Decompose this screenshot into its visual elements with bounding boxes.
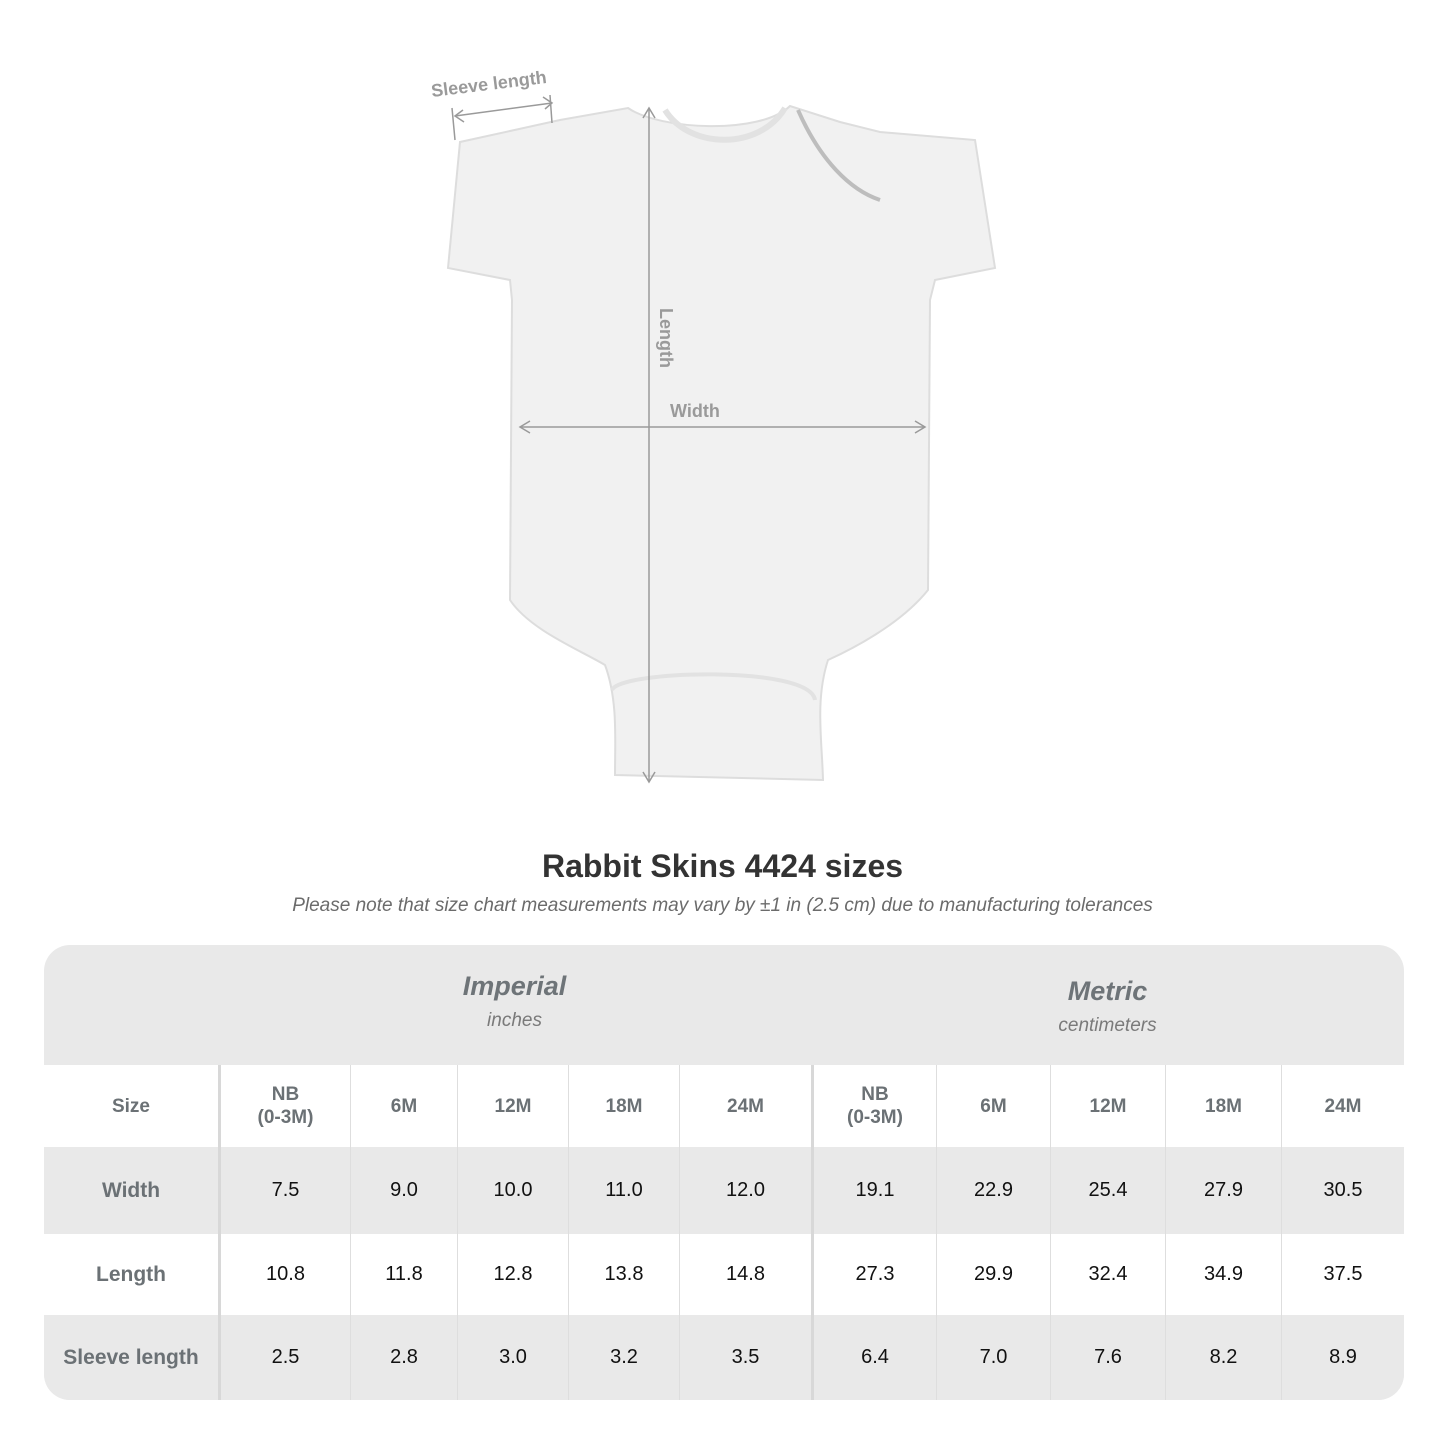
length-label: Length xyxy=(656,308,676,368)
table-cell-imperial: 13.8 xyxy=(568,1234,679,1315)
size-header-row: Size NB (0-3M) 6M 12M 18M 24M NB (0-3M) 6M 12M 18M 2… xyxy=(44,1065,1404,1147)
metric-unit: centimeters xyxy=(1058,1015,1157,1036)
size-header-metric: 6M xyxy=(936,1065,1050,1147)
size-name: 12M xyxy=(1089,1095,1127,1117)
size-header-metric: 12M xyxy=(1050,1065,1165,1147)
size-name: (0-3M) xyxy=(257,1107,314,1128)
measurement-label: Width xyxy=(101,1178,161,1202)
table-cell-metric: 19.1 xyxy=(811,1147,936,1234)
table-cell-imperial: 11.0 xyxy=(568,1147,679,1234)
table-cell-metric: 25.4 xyxy=(1050,1147,1165,1234)
size-header-imperial: 24M xyxy=(679,1065,811,1147)
size-header-imperial: 6M xyxy=(350,1065,457,1147)
bodysuit-diagram: Sleeve length Length Width xyxy=(430,67,997,784)
size-name: 6M xyxy=(390,1095,418,1117)
table-cell-metric: 27.9 xyxy=(1165,1147,1281,1234)
sleeve-length-label: Sleeve length xyxy=(430,67,548,101)
table-cell-metric: 6.4 xyxy=(811,1315,936,1400)
table-cell-metric: 29.9 xyxy=(936,1234,1050,1315)
size-name: (0-3M) xyxy=(847,1107,903,1128)
table-cell-metric: 7.6 xyxy=(1050,1315,1165,1400)
metric-title: Metric xyxy=(1067,976,1148,1006)
tolerance-note: Please note that size chart measurements… xyxy=(292,895,1153,916)
width-label: Width xyxy=(670,401,720,421)
table-cell-imperial: 3.2 xyxy=(568,1315,679,1400)
table-row: Sleeve length 2.5 2.8 3.0 3.2 3.5 6.4 7.0 7.6 8.2… xyxy=(44,1315,1404,1400)
sleeve-arrow xyxy=(454,102,553,117)
table-cell-imperial: 9.0 xyxy=(350,1147,457,1234)
size-name: 6M xyxy=(980,1095,1007,1117)
table-cell-imperial: 7.5 xyxy=(218,1147,350,1234)
size-name: 18M xyxy=(605,1095,643,1117)
imperial-header: Imperial inches xyxy=(218,945,811,1065)
size-header-metric: NB (0-3M) xyxy=(811,1065,936,1147)
table-cell-metric: 8.2 xyxy=(1165,1315,1281,1400)
size-name: NB xyxy=(861,1084,889,1105)
size-table: Imperial inches Metric centimeters Size N… xyxy=(44,945,1404,1400)
table-cell-imperial: 14.8 xyxy=(679,1234,811,1315)
measurement-label: Length xyxy=(96,1262,166,1286)
size-header-imperial: 12M xyxy=(457,1065,568,1147)
imperial-title: Imperial xyxy=(462,971,567,1001)
table-cell-imperial: 10.8 xyxy=(218,1234,350,1315)
size-header-metric: 24M xyxy=(1281,1065,1404,1147)
size-name: 24M xyxy=(727,1095,764,1117)
imperial-unit: inches xyxy=(487,1010,542,1031)
size-name: 24M xyxy=(1324,1095,1362,1117)
table-cell-imperial: 3.0 xyxy=(457,1315,568,1400)
size-name: 18M xyxy=(1205,1095,1242,1117)
table-row: Width 7.5 9.0 10.0 11.0 12.0 19.1 22.9 25.4 27.9 3… xyxy=(44,1147,1404,1234)
size-label: Size xyxy=(111,1095,151,1117)
table-cell-metric: 7.0 xyxy=(936,1315,1050,1400)
table-cell-imperial: 3.5 xyxy=(679,1315,811,1400)
chart-title: Rabbit Skins 4424 sizes xyxy=(541,848,904,884)
table-cell-imperial: 11.8 xyxy=(350,1234,457,1315)
table-cell-metric: 32.4 xyxy=(1050,1234,1165,1315)
table-cell-metric: 8.9 xyxy=(1281,1315,1404,1400)
table-cell-metric: 30.5 xyxy=(1281,1147,1404,1234)
size-header-metric: 18M xyxy=(1165,1065,1281,1147)
size-name: 12M xyxy=(494,1095,532,1117)
table-cell-imperial: 2.5 xyxy=(218,1315,350,1400)
table-cell-metric: 34.9 xyxy=(1165,1234,1281,1315)
table-cell-imperial: 2.8 xyxy=(350,1315,457,1400)
table-cell-metric: 22.9 xyxy=(936,1147,1050,1234)
table-row: Length 10.8 11.8 12.8 13.8 14.8 27.3 29.9 32.4 34… xyxy=(44,1234,1404,1315)
measurement-label: Sleeve length xyxy=(63,1345,199,1369)
size-header-imperial: 18M xyxy=(568,1065,679,1147)
size-name: NB xyxy=(271,1084,300,1105)
bodysuit-image xyxy=(446,104,997,782)
table-cell-metric: 27.3 xyxy=(811,1234,936,1315)
table-cell-metric: 37.5 xyxy=(1281,1234,1404,1315)
table-cell-imperial: 10.0 xyxy=(457,1147,568,1234)
metric-header: Metric centimeters xyxy=(811,950,1404,1070)
table-cell-imperial: 12.8 xyxy=(457,1234,568,1315)
table-cell-imperial: 12.0 xyxy=(679,1147,811,1234)
size-header-imperial: NB (0-3M) xyxy=(218,1065,350,1147)
